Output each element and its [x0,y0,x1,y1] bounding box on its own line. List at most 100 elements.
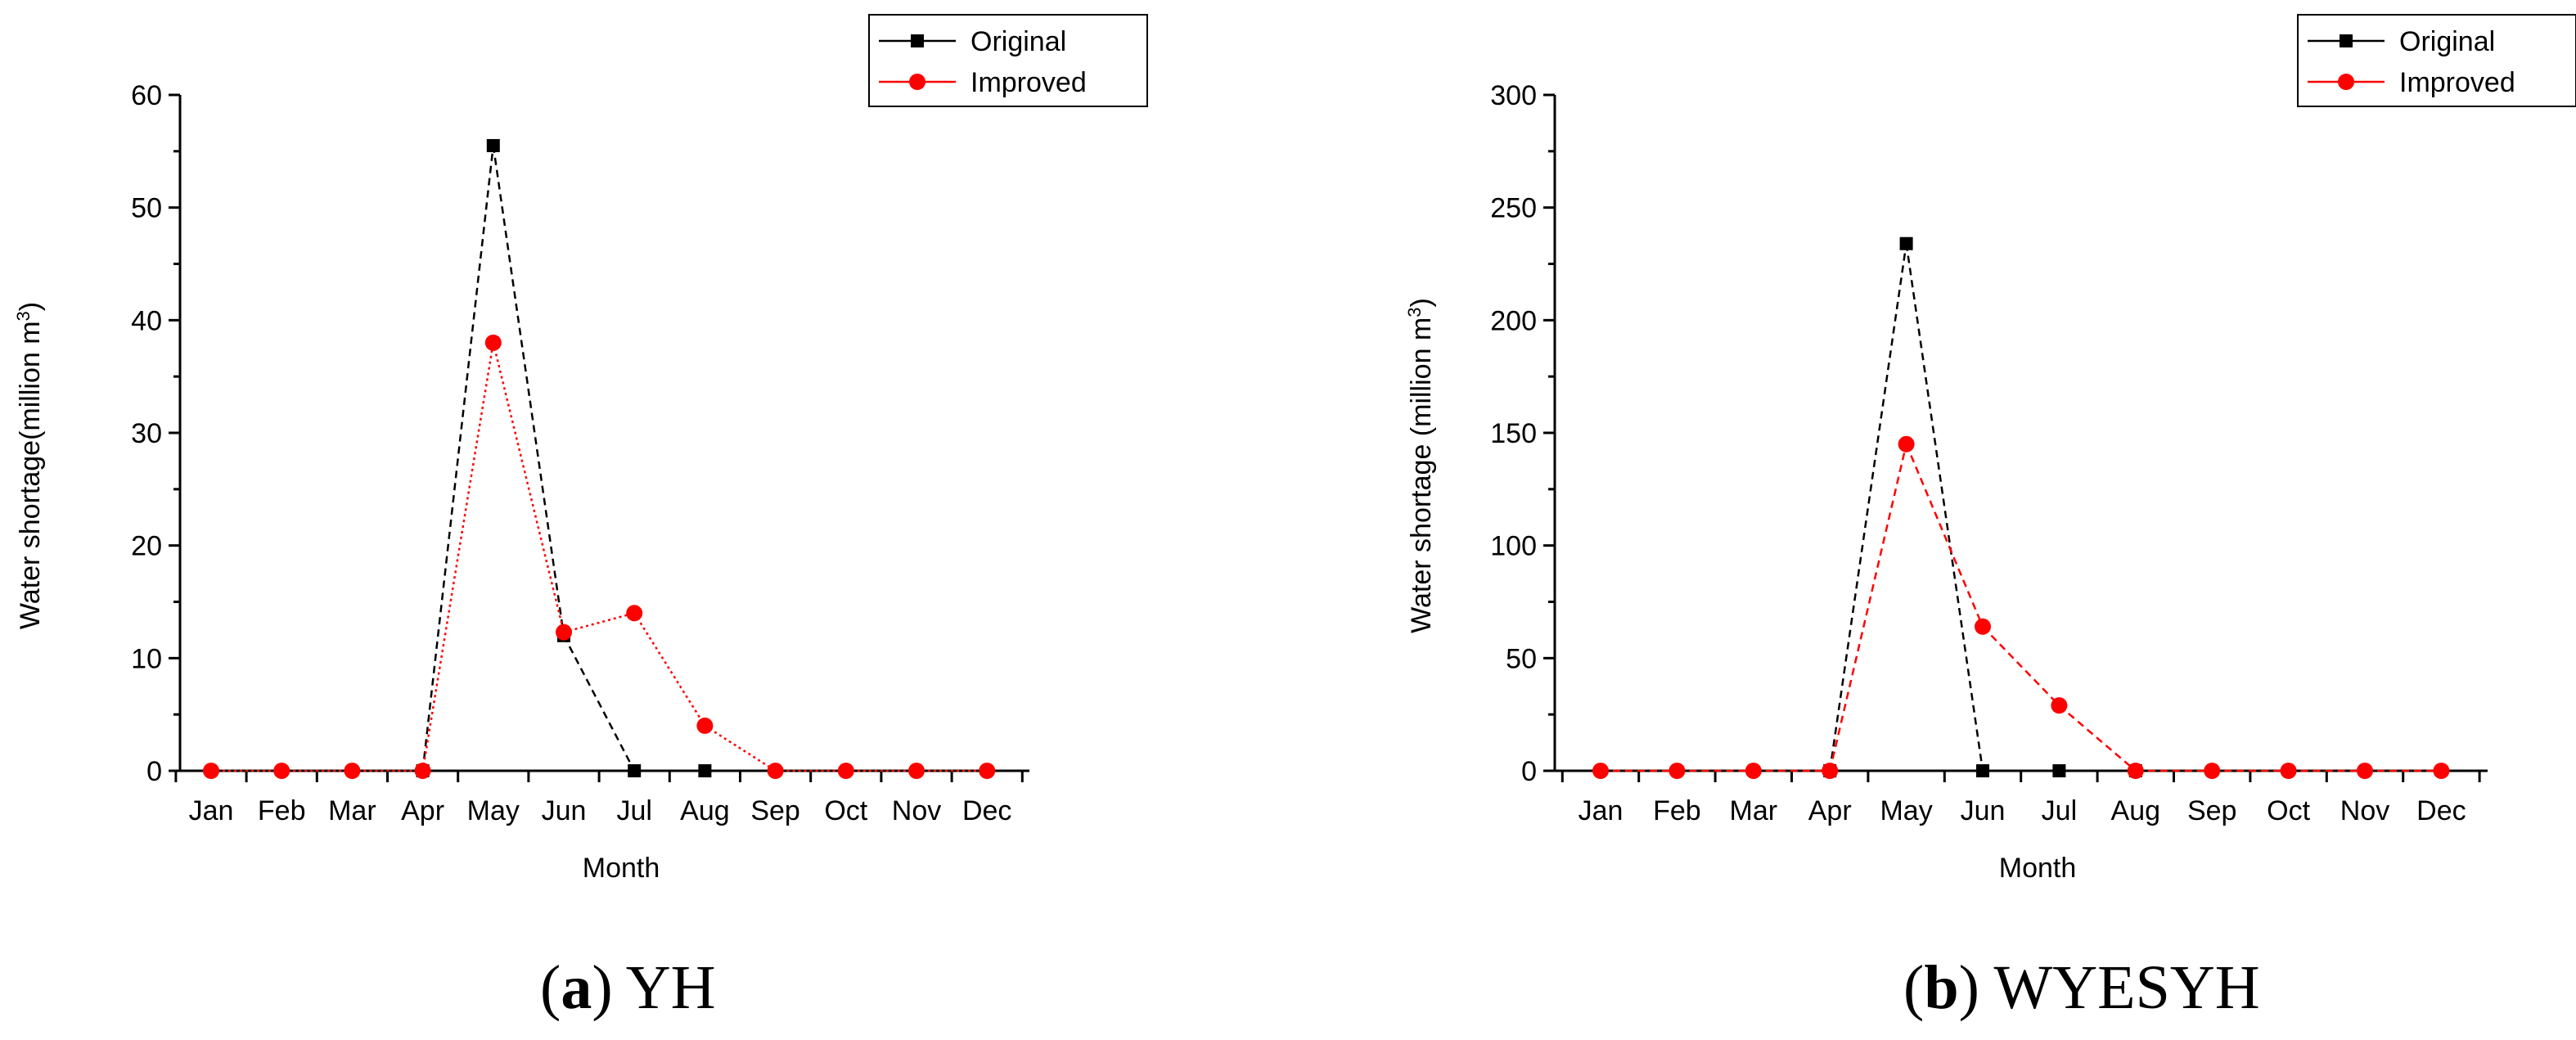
series-line-segment [421,342,495,772]
data-point-circle [203,763,219,779]
x-tick-label: Nov [892,795,941,826]
data-point-circle [2280,763,2297,779]
series-line-segment [704,724,777,772]
x-tick-label: Apr [1808,795,1852,826]
chart-panel-a: 0 10 20 30 40 50 60 Jan Feb Mar Apr May Jun Jul Aug Sep… [13,14,1148,1022]
x-tick-label: May [1880,795,1932,826]
data-point-circle [273,763,290,779]
x-tick-label: Mar [1730,795,1778,826]
x-tick-label: Dec [2416,795,2466,826]
series-line-segment [1828,243,1907,772]
legend-marker-square [911,34,924,47]
data-point-circle [1592,763,1609,779]
y-tick-label: 200 [1490,305,1537,336]
y-tick-label: 60 [131,80,162,111]
y-axis-title: Water shortage(million m3) [13,302,46,629]
series-line-segment [563,612,635,633]
series-line-segment [421,145,495,772]
y-tick-label: 50 [131,193,162,224]
series-line-segment [562,635,636,772]
data-point-square [628,764,642,777]
y-tick-label: 300 [1490,80,1537,111]
series-line-segment [1905,443,1984,628]
y-tick-label: 100 [1490,531,1537,562]
y-tick-label: 50 [1506,643,1537,674]
y-tick-label: 20 [131,531,162,562]
legend-label: Improved [971,67,1087,98]
x-tick-label: Apr [401,795,444,826]
x-tick-label: Jan [189,795,234,826]
series-improved [1592,435,2450,779]
data-point-circle [1975,618,1991,635]
data-point-circle [344,763,361,779]
legend-label: Original [971,26,1066,57]
series-line-segment [633,612,706,727]
x-axis-title: Month [583,853,660,884]
data-point-circle [2433,763,2450,779]
y-tick-label: 30 [131,418,162,449]
y-tick-label: 0 [1521,756,1537,787]
series-original [416,138,712,777]
data-point-circle [414,763,431,779]
series-line-segment [492,145,565,636]
data-point-circle [2357,763,2373,779]
series-original [1823,236,2142,777]
x-tick-label: Sep [750,795,800,826]
panel-caption: (b) WYESYH [1903,953,2260,1022]
data-point-circle [1898,435,1915,452]
data-point-circle [1745,763,1762,779]
data-point-square [2052,764,2066,777]
x-tick-label: Dec [962,795,1011,826]
series-line-segment [1982,625,2060,707]
x-tick-label: Mar [328,795,376,826]
legend-box [2297,14,2576,107]
x-tick-label: Oct [2267,795,2310,826]
series-line-segment [2058,705,2137,772]
x-tick-label: Jan [1578,795,1624,826]
y-axis-title: Water shortage (million m3) [1404,298,1437,633]
y-tick-label: 40 [131,305,162,336]
x-axis-title: Month [1999,853,2077,884]
legend-marker-circle [909,74,925,90]
panel-caption: (a) YH [540,953,716,1022]
data-point-circle [908,763,925,779]
legend-marker-circle [2338,74,2354,90]
x-tick-label: Sep [2187,795,2237,826]
legend-label: Original [2399,26,2495,57]
data-point-circle [837,763,854,779]
data-point-circle [979,763,996,779]
data-point-circle [2204,763,2221,779]
x-tick-label: Jul [2042,795,2077,826]
series-line-segment [1828,443,1907,772]
data-point-circle [484,334,502,351]
x-tick-label: Nov [2340,795,2389,826]
legend: Original Improved [2297,14,2576,107]
data-point-circle [1822,763,1839,779]
data-point-circle [767,763,784,779]
y-tick-label: 0 [146,756,162,787]
data-point-circle [2051,697,2068,714]
x-tick-label: Feb [258,795,306,826]
data-point-circle [1669,763,1686,779]
data-point-square [1976,764,1989,777]
legend-box [868,14,1148,107]
y-tick-label: 10 [131,643,162,674]
data-point-square [1899,236,1913,250]
x-tick-label: Jun [1961,795,2006,826]
legend-marker-square [2340,34,2353,47]
x-tick-label: Jun [542,795,587,826]
data-point-square [698,764,712,777]
data-point-circle [696,717,714,734]
series-line-segment [492,342,565,633]
legend-label: Improved [2399,67,2515,98]
x-tick-label: Jul [616,795,651,826]
chart-panel-b: 0 50 100 150 200 250 300 Jan Feb Mar Apr May Jun Jul A… [1404,14,2576,1022]
legend: Original Improved [868,14,1148,107]
x-tick-label: Aug [2111,795,2161,826]
x-tick-label: Aug [680,795,730,826]
x-tick-label: Feb [1653,795,1701,826]
y-tick-label: 150 [1490,418,1537,449]
data-point-circle [556,624,572,641]
x-tick-label: Oct [824,795,867,826]
